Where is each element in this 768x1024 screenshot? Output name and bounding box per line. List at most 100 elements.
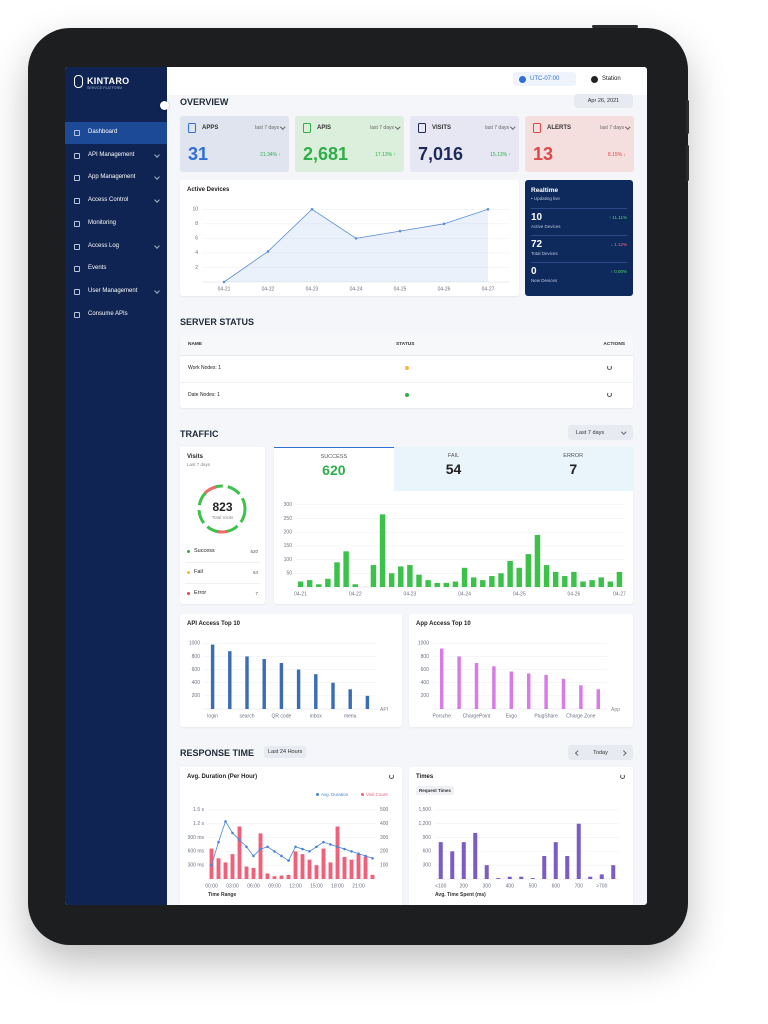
x-tick-label: 04-26 [567,591,580,597]
user-button[interactable]: Station [585,72,643,86]
menu-item[interactable]: Dashboard [65,122,167,144]
tab[interactable]: SUCCESS 620 [274,447,394,491]
divider [185,562,260,563]
refresh-icon[interactable] [620,774,625,779]
chevron [154,288,160,294]
traffic-panel: SUCCESS 620 FAIL 54 ERROR 7 50 100 150 200 250 300 0… [274,447,634,604]
panel-subtitle: Last 7 days [187,462,211,467]
period-dropdown[interactable]: Last 7 days [568,425,633,440]
menu-icon [74,243,80,250]
bar [470,577,477,587]
point [224,820,227,823]
bar [516,567,522,587]
bar [237,826,242,879]
y-tick-label: 600 [423,849,432,855]
bar [349,859,354,879]
card-label: ALERTS [547,125,571,131]
day-control[interactable]: Today [568,745,633,760]
side-button [686,100,689,134]
bar [461,567,468,587]
x-tick-label: 04-21 [294,591,307,597]
card-label: APPS [202,125,219,131]
menu-label: Dashboard [88,129,118,135]
y-tick-label: 900 [423,835,432,841]
menu-item[interactable]: Access Control [65,190,167,212]
menu-item[interactable]: Access Log [65,236,167,258]
x-tick-label: 300 [483,883,492,889]
bar [473,832,478,879]
card-change: 17.13% ↑ [375,152,396,158]
bar [388,573,395,587]
menu-item[interactable]: Monitoring [65,213,167,235]
refresh-icon[interactable] [389,774,394,779]
y-tick-label: 400 [380,821,389,827]
x-axis-title: Avg. Time Spent (ms) [435,892,486,898]
bar [425,580,431,587]
menu-item[interactable]: Events [65,258,167,280]
realtime-value: 10 [531,212,543,223]
bar [245,656,249,709]
y-tick-label: 600 [421,667,430,673]
card-change: 15.13% ↑ [490,152,511,158]
bar [525,554,532,587]
x-axis-title: App [611,707,620,713]
bar [210,644,215,709]
table: NAME STATUS ACTIONS Work Nodes: 1 Date Nodes… [180,335,633,408]
bar [342,856,347,879]
bar [279,663,284,709]
brand: KINTARO [87,76,130,86]
action-icon[interactable] [607,391,612,397]
card-icon [533,123,541,133]
bar [452,581,459,587]
stat-card[interactable]: ALERTS last 7 days 13 8.15% ↓ [525,116,634,172]
section-title: OVERVIEW [180,97,229,107]
menu-item[interactable]: User Management [65,281,167,303]
point [266,845,269,849]
chart: 2 4 6 8 10 04-21 04-22 04-23 04-24 04-25 04-26 04-2… [192,207,510,292]
card-period: last 7 days [370,125,394,131]
tab-name: FAIL [447,453,460,459]
bar [607,581,614,587]
tab[interactable]: ERROR 7 [513,447,634,491]
menu-item[interactable]: App Management [65,167,167,189]
divider [531,262,627,263]
bar [589,580,595,587]
stat-card[interactable]: APPS last 7 days 31 21.34% ↑ [180,116,289,172]
menu-icon [74,152,80,159]
menu-item[interactable]: API Management [65,145,167,167]
legend-dot [361,793,364,796]
realtime-change: ↓ 1.12% [610,242,627,247]
sidebar: KINTARO SERVICE PLATFORM Dashboard API Mana… [65,67,169,905]
x-tick-label: 400 [506,883,515,889]
tab[interactable]: FAIL 54 [393,447,514,491]
top-bar: UTC-07:00 Station [167,67,647,95]
menu-icon [74,311,80,318]
bar [611,865,616,879]
menu-item[interactable]: Consume APIs [65,304,167,326]
bar [307,859,312,879]
y-tick-label: 2 [195,265,198,271]
realtime-label: Active Devices [531,224,561,229]
y-tick-label: 8 [195,221,198,227]
realtime-change: ↑ 11.11% [608,215,627,220]
point [210,863,213,867]
x-tick-label: 04-23 [403,591,416,597]
section-title: SERVER STATUS [180,317,255,327]
card-period: last 7 days [255,125,279,131]
stat-card[interactable]: APIS last 7 days 2,681 17.13% ↑ [295,116,404,172]
collapse-button[interactable] [160,101,169,110]
bar [438,842,443,879]
top-button [592,25,638,28]
timezone-button[interactable]: UTC-07:00 [513,72,576,86]
bar [279,875,284,879]
x-tick-label: menu [344,713,357,719]
legend-name: Error [194,590,207,596]
bar [228,651,232,709]
panel-title: App Access Top 10 [416,621,471,627]
stat-card[interactable]: VISITS last 7 days 7,016 15.13% ↑ [410,116,519,172]
bar [544,674,548,709]
x-tick-label: Porsche [433,713,452,719]
action-icon[interactable] [607,365,612,370]
bar [580,581,586,587]
realtime-change: ↑ 0.00% [610,269,627,274]
